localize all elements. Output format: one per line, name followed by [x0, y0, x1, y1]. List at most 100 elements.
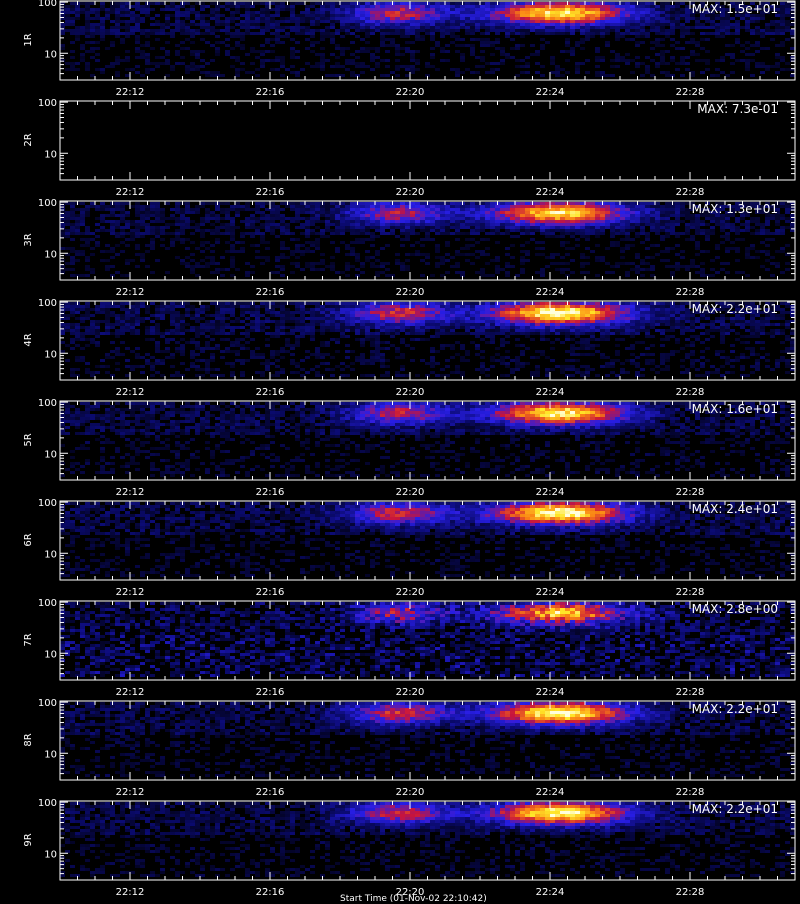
heatmap-cell	[425, 14, 430, 17]
heatmap-cell	[230, 5, 235, 8]
heatmap-cell	[260, 362, 265, 365]
heatmap-cell	[350, 217, 355, 220]
heatmap-cell	[410, 211, 415, 214]
heatmap-cell	[535, 226, 540, 229]
heatmap-cell	[650, 265, 655, 268]
heatmap-cell	[455, 205, 460, 208]
heatmap-cell	[120, 229, 125, 232]
heatmap-cell	[140, 214, 145, 217]
heatmap-cell	[255, 68, 260, 71]
heatmap-cell	[295, 32, 300, 35]
heatmap-cell	[540, 29, 545, 32]
heatmap-cell	[620, 223, 625, 226]
heatmap-cell	[405, 202, 410, 205]
heatmap-cell	[645, 8, 650, 11]
heatmap-cell	[205, 341, 210, 344]
heatmap-cell	[670, 11, 675, 14]
heatmap-cell	[675, 47, 680, 50]
heatmap-cell	[80, 359, 85, 362]
heatmap-cell	[290, 26, 295, 29]
heatmap-cell	[230, 344, 235, 347]
heatmap-cell	[140, 205, 145, 208]
y-tick-label: 10	[44, 249, 57, 260]
heatmap-cell	[755, 223, 760, 226]
heatmap-cell	[320, 65, 325, 68]
heatmap-cell	[490, 259, 495, 262]
heatmap-cell	[405, 50, 410, 53]
heatmap-cell	[515, 5, 520, 8]
heatmap-cell	[130, 350, 135, 353]
heatmap-cell	[420, 229, 425, 232]
heatmap-cell	[615, 244, 620, 247]
heatmap-cell	[360, 8, 365, 11]
heatmap-cell	[725, 220, 730, 223]
heatmap-cell	[630, 229, 635, 232]
heatmap-cell	[390, 232, 395, 235]
heatmap-cell	[465, 8, 470, 11]
heatmap-cell	[335, 32, 340, 35]
heatmap-cell	[570, 17, 575, 20]
heatmap-cell	[255, 347, 260, 350]
heatmap-cell	[535, 20, 540, 23]
heatmap-cell	[310, 244, 315, 247]
heatmap-cell	[195, 29, 200, 32]
heatmap-cell	[670, 29, 675, 32]
heatmap-cell	[600, 205, 605, 208]
heatmap-cell	[700, 38, 705, 41]
heatmap-cell	[320, 268, 325, 271]
heatmap-cell	[235, 226, 240, 229]
heatmap-cell	[670, 5, 675, 8]
heatmap-cell	[375, 271, 380, 274]
heatmap-cell	[655, 29, 660, 32]
heatmap-cell	[345, 29, 350, 32]
heatmap-cell	[165, 347, 170, 350]
heatmap-cell	[645, 247, 650, 250]
heatmap-cell	[295, 41, 300, 44]
heatmap-cell	[305, 202, 310, 205]
heatmap-cell	[195, 335, 200, 338]
heatmap-cell	[695, 59, 700, 62]
heatmap-cell	[235, 341, 240, 344]
heatmap-cell	[495, 217, 500, 220]
heatmap-cell	[170, 223, 175, 226]
heatmap-cell	[65, 5, 70, 8]
heatmap-cell	[140, 44, 145, 47]
heatmap-cell	[635, 253, 640, 256]
x-tick-label: 22:16	[256, 87, 285, 98]
heatmap-cell	[435, 244, 440, 247]
heatmap-cell	[480, 20, 485, 23]
heatmap-cell	[510, 202, 515, 205]
heatmap-cell	[525, 217, 530, 220]
heatmap-cell	[550, 214, 555, 217]
heatmap-cell	[765, 220, 770, 223]
heatmap-cell	[380, 26, 385, 29]
heatmap-cell	[135, 23, 140, 26]
heatmap-cell	[615, 220, 620, 223]
heatmap-cell	[200, 71, 205, 74]
heatmap-cell	[365, 208, 370, 211]
heatmap-cell	[215, 226, 220, 229]
heatmap-cell	[505, 2, 510, 5]
heatmap-cell	[580, 2, 585, 5]
heatmap-cell	[480, 38, 485, 41]
heatmap-cell	[220, 329, 225, 332]
heatmap-cell	[555, 268, 560, 271]
heatmap-cell	[460, 56, 465, 59]
heatmap-cell	[730, 62, 735, 65]
heatmap-cell	[170, 356, 175, 359]
heatmap-cell	[630, 2, 635, 5]
heatmap-cell	[425, 8, 430, 11]
heatmap-cell	[85, 241, 90, 244]
heatmap-cell	[565, 38, 570, 41]
heatmap-cell	[430, 26, 435, 29]
heatmap-cell	[330, 223, 335, 226]
heatmap-cell	[630, 11, 635, 14]
heatmap-cell	[550, 59, 555, 62]
heatmap-cell	[235, 305, 240, 308]
heatmap-cell	[610, 23, 615, 26]
heatmap-cell	[470, 223, 475, 226]
heatmap-cell	[665, 11, 670, 14]
heatmap-cell	[545, 214, 550, 217]
heatmap-cell	[570, 205, 575, 208]
heatmap-cell	[180, 332, 185, 335]
